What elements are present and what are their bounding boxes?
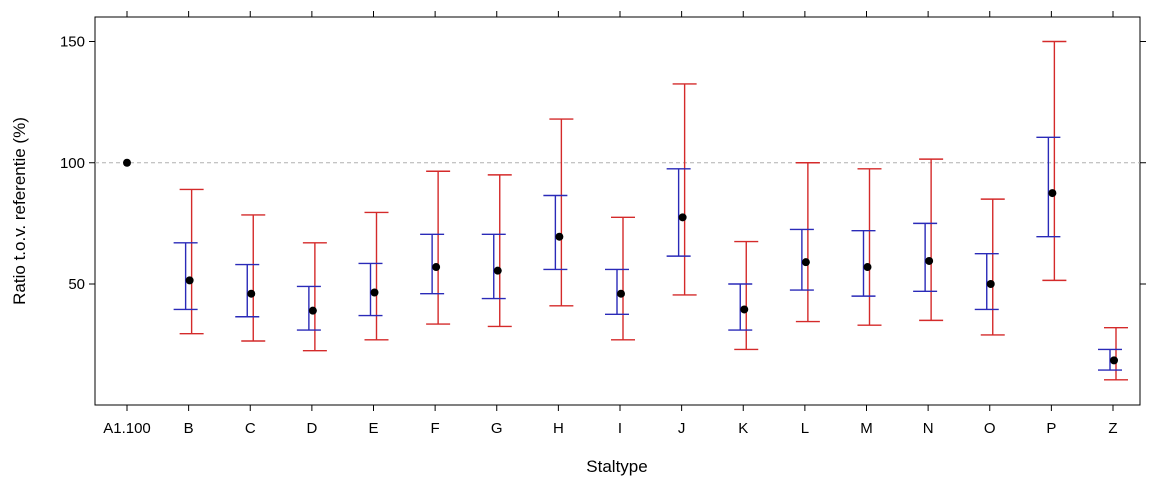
- inner-interval-bar: [974, 252, 999, 311]
- x-tick-label: L: [801, 420, 809, 437]
- outer-interval-bar: [426, 170, 451, 325]
- x-tick-label: K: [738, 420, 748, 437]
- inner-interval-bar: [913, 222, 938, 292]
- x-tick-label: M: [860, 420, 873, 437]
- inner-interval-bar: [296, 285, 321, 331]
- outer-interval-bar: [302, 242, 327, 352]
- x-tick-label: E: [368, 420, 378, 437]
- inner-interval-bar: [789, 228, 814, 291]
- x-tick-label: J: [678, 420, 686, 437]
- outer-interval-bar: [241, 214, 266, 342]
- estimate-point: [185, 276, 194, 285]
- outer-interval-bar: [857, 168, 882, 326]
- x-axis: A1.100 B C D E F G H I J K L M N O P Z: [103, 11, 1118, 437]
- y-tick-label: 100: [60, 155, 85, 172]
- estimate-point: [986, 280, 995, 288]
- x-tick-label: A1.100: [103, 420, 151, 437]
- outer-interval-bar: [980, 198, 1005, 336]
- estimate-point: [247, 289, 256, 298]
- estimate-point: [925, 256, 934, 265]
- inner-interval-bar: [1036, 136, 1061, 238]
- outer-interval-bar: [734, 240, 759, 351]
- estimate-point: [1048, 189, 1057, 198]
- estimate-point: [863, 263, 872, 272]
- y-axis-title: Ratio t.o.v. referentie (%): [10, 117, 29, 305]
- x-tick-label: I: [618, 420, 622, 437]
- inner-interval-bar: [851, 229, 876, 297]
- x-tick-label: C: [245, 420, 256, 437]
- x-tick-label: N: [923, 420, 934, 437]
- estimate-point: [740, 305, 749, 314]
- estimate-point: [123, 158, 131, 167]
- estimate-point: [801, 258, 810, 267]
- inner-interval-bar: [605, 268, 629, 316]
- inner-interval-bar: [235, 263, 260, 318]
- inner-interval-bar: [666, 168, 691, 257]
- inner-interval-bar: [481, 233, 506, 300]
- estimate-point: [432, 263, 441, 272]
- estimate-point: [678, 213, 687, 222]
- outer-interval-bar: [179, 188, 204, 335]
- x-tick-label: P: [1046, 420, 1056, 437]
- outer-interval-bar: [611, 216, 635, 341]
- inner-interval-bar: [358, 262, 383, 317]
- estimate-point: [493, 266, 502, 275]
- x-tick-label: H: [553, 420, 564, 437]
- outer-interval-bar: [364, 211, 389, 341]
- outer-interval-bar: [549, 118, 574, 307]
- x-tick-label: F: [431, 420, 440, 437]
- x-tick-label: O: [984, 420, 996, 437]
- x-tick-label: Z: [1108, 420, 1117, 437]
- outer-interval-bar: [487, 174, 512, 328]
- estimate-point: [555, 232, 564, 241]
- y-tick-label: 50: [68, 276, 85, 293]
- inner-interval-bar: [173, 242, 198, 311]
- outer-interval-bar: [1042, 40, 1067, 282]
- estimate-point: [1110, 356, 1118, 365]
- estimate-point: [370, 288, 379, 297]
- outer-interval-bar: [919, 158, 944, 322]
- x-tick-label: G: [491, 420, 503, 437]
- x-tick-label: D: [306, 420, 317, 437]
- outer-interval-bar: [795, 162, 820, 323]
- y-tick-label: 150: [60, 34, 85, 51]
- plot-frame: [94, 16, 1141, 406]
- inner-interval-bar: [543, 194, 568, 271]
- inner-interval-bar: [420, 233, 445, 295]
- y-axis: 50 100 150: [60, 34, 1146, 293]
- inner-interval-bar: [1098, 348, 1122, 371]
- x-axis-title: Staltype: [586, 457, 647, 476]
- data-marks: [123, 40, 1128, 381]
- inner-interval-bar: [728, 283, 753, 331]
- estimate-point: [617, 289, 625, 298]
- outer-interval-bar: [1104, 326, 1128, 381]
- estimate-point: [308, 306, 317, 315]
- outer-interval-bar: [672, 83, 697, 296]
- x-tick-label: B: [184, 420, 194, 437]
